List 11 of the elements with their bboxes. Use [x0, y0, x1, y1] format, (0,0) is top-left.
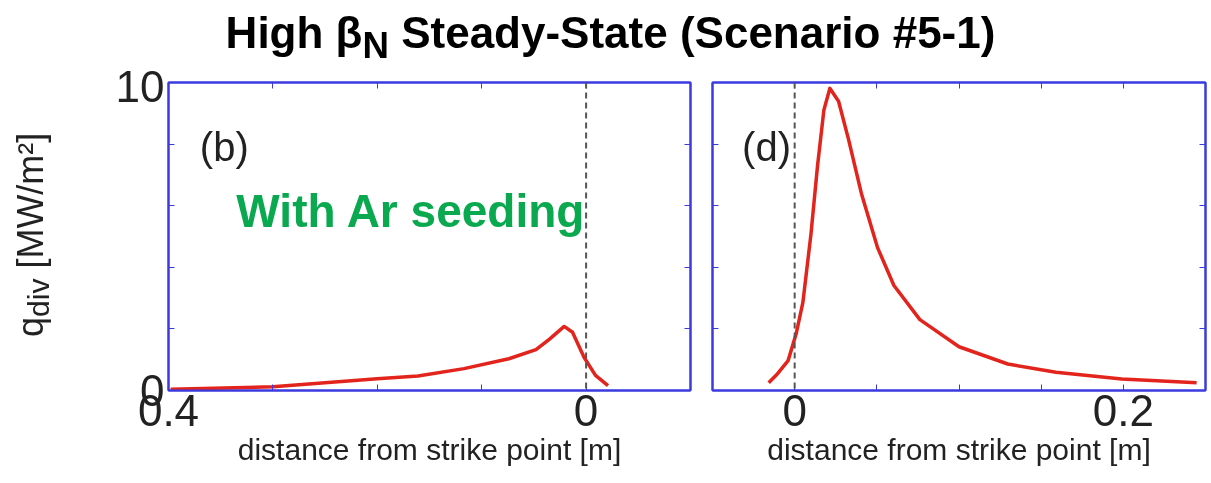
annotation: (b) [199, 124, 249, 169]
y-tick-label: 10 [115, 61, 165, 111]
chart-title: High β$_{N}$ Steady-State (Scenario #5-1) [225, 7, 996, 68]
x-tick-label: 0 [573, 385, 599, 435]
line-series [168, 324, 610, 391]
annotation: (d) [742, 124, 791, 169]
x-tick-label: 0.2 [1092, 385, 1154, 435]
x-tick-label: 0 [782, 385, 807, 435]
annotation: With Ar seeding [236, 184, 585, 237]
x-axis-title: distance from strike point [m] [237, 432, 622, 466]
x-axis-title: distance from strike point [m] [767, 432, 1151, 466]
